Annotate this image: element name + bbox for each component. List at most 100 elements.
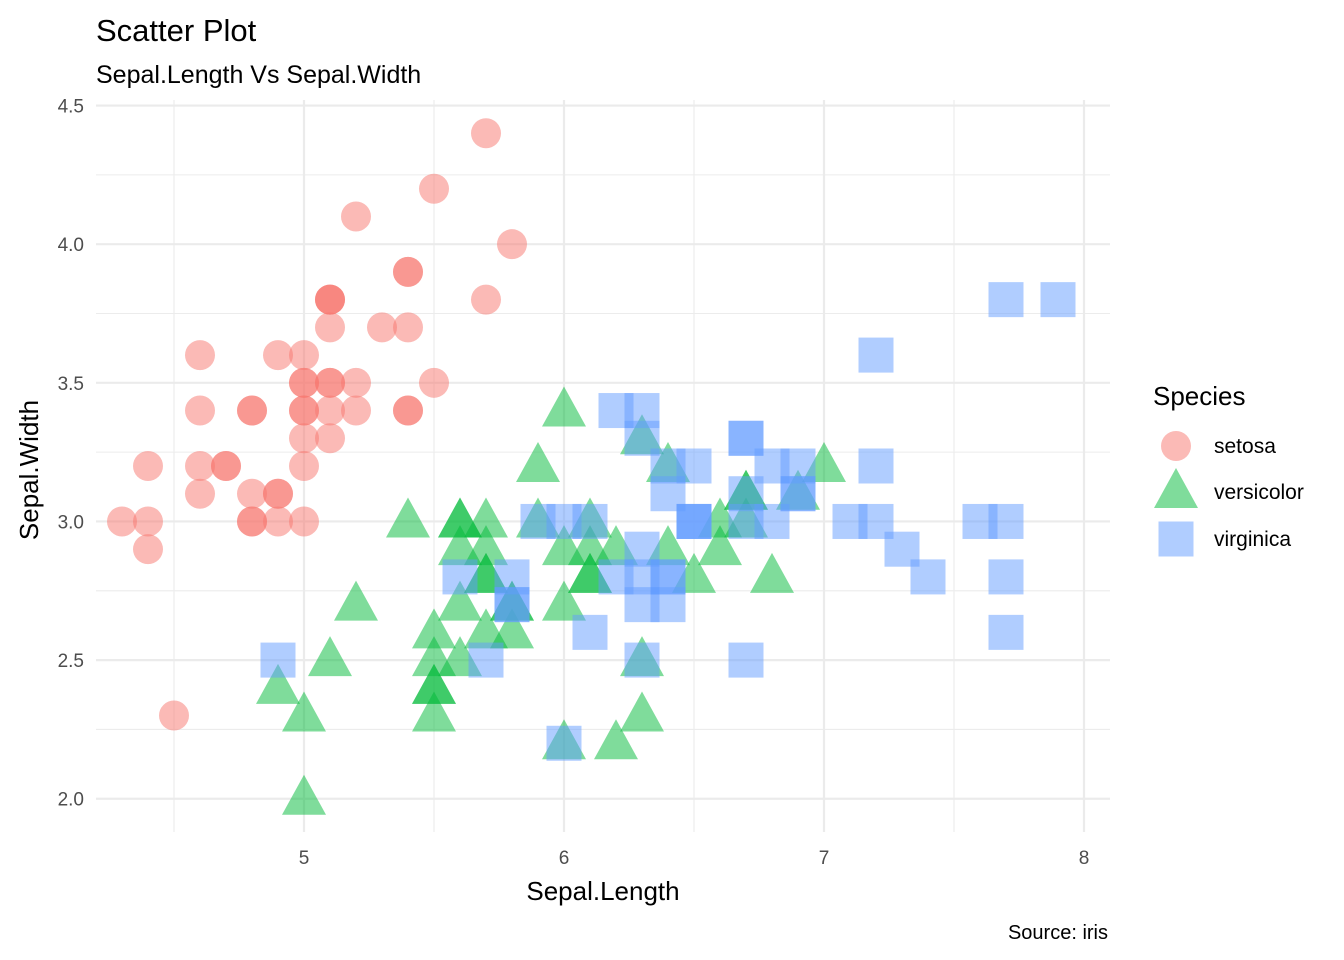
y-tick-label: 4.0 [58, 235, 84, 256]
data-point-setosa [185, 451, 215, 481]
data-point-setosa [315, 312, 345, 343]
data-point-setosa [289, 395, 319, 426]
data-point-versicolor [308, 636, 352, 677]
data-point-setosa [341, 367, 371, 398]
data-point-setosa [315, 423, 345, 454]
data-point-setosa [419, 367, 449, 398]
x-tick-label: 8 [1079, 848, 1090, 869]
legend-key-setosa [1161, 431, 1191, 461]
legend-key-virginica [1158, 521, 1194, 557]
y-axis-ticks: 2.0 2.5 3.0 3.5 4.0 4.5 [58, 97, 84, 811]
data-point-setosa [237, 395, 267, 426]
series-setosa [107, 118, 527, 731]
data-point-virginica [260, 642, 296, 678]
data-point-versicolor [412, 691, 456, 732]
legend-item-setosa: setosa [1161, 431, 1276, 461]
data-point-setosa [289, 340, 319, 371]
y-tick-label: 2.0 [58, 790, 84, 811]
data-point-versicolor [334, 580, 378, 621]
y-tick-label: 3.5 [58, 374, 84, 395]
data-point-setosa [393, 312, 423, 343]
data-point-virginica [598, 393, 634, 429]
data-point-virginica [1040, 282, 1076, 318]
legend-label: setosa [1214, 435, 1276, 458]
data-point-versicolor [282, 774, 326, 815]
data-point-virginica [728, 642, 764, 678]
data-point-virginica [624, 642, 660, 678]
data-point-setosa [367, 312, 397, 343]
grid-major [96, 100, 1110, 832]
data-point-versicolor [750, 552, 794, 593]
data-point-virginica [910, 559, 946, 595]
data-point-setosa [133, 506, 163, 537]
data-point-virginica [988, 282, 1024, 318]
legend-items: setosa versicolor virginica [1154, 431, 1304, 557]
data-point-versicolor [542, 580, 586, 621]
data-point-virginica [520, 503, 556, 539]
data-point-versicolor [620, 691, 664, 732]
data-point-versicolor [412, 663, 456, 704]
data-point-virginica [468, 642, 504, 678]
data-point-virginica [728, 503, 764, 539]
legend-key-versicolor [1154, 468, 1198, 508]
y-tick-label: 3.0 [58, 512, 84, 533]
x-tick-label: 5 [299, 848, 310, 869]
x-tick-label: 6 [559, 848, 570, 869]
data-point-setosa [289, 367, 319, 398]
x-axis-title: Sepal.Length [526, 876, 679, 906]
data-point-setosa [289, 506, 319, 537]
data-point-versicolor [594, 719, 638, 760]
data-point-virginica [858, 503, 894, 539]
data-point-setosa [107, 506, 137, 537]
data-point-versicolor [464, 525, 508, 566]
data-point-virginica [858, 337, 894, 373]
data-point-setosa [263, 506, 293, 537]
y-tick-label: 2.5 [58, 651, 84, 672]
data-point-setosa [419, 173, 449, 204]
data-point-versicolor [698, 525, 742, 566]
chart-title: Scatter Plot [96, 13, 257, 48]
legend-title: Species [1153, 381, 1246, 411]
data-point-setosa [185, 340, 215, 371]
points-layer [107, 118, 1076, 815]
data-point-virginica [988, 559, 1024, 595]
x-axis-ticks: 5 6 7 8 [299, 848, 1090, 869]
data-point-setosa [341, 395, 371, 426]
y-tick-label: 4.5 [58, 97, 84, 118]
data-point-versicolor [490, 608, 534, 649]
data-point-versicolor [438, 580, 482, 621]
data-point-versicolor [282, 691, 326, 732]
data-point-versicolor [464, 497, 508, 538]
data-point-virginica [988, 503, 1024, 539]
data-point-setosa [471, 118, 501, 149]
grid-minor [96, 100, 1110, 832]
data-point-setosa [237, 478, 267, 509]
data-point-setosa [289, 423, 319, 454]
data-point-versicolor [542, 525, 586, 566]
data-point-versicolor [412, 636, 456, 677]
data-point-versicolor [412, 608, 456, 649]
chart-caption: Source: iris [1008, 922, 1108, 944]
data-point-versicolor [256, 663, 300, 704]
data-point-versicolor [542, 386, 586, 427]
series-virginica [260, 282, 1076, 761]
data-point-virginica [624, 559, 660, 595]
chart-subtitle: Sepal.Length Vs Sepal.Width [96, 61, 421, 89]
data-point-versicolor [516, 442, 560, 482]
data-point-setosa [133, 534, 163, 565]
legend-label: versicolor [1214, 481, 1304, 504]
data-point-virginica [546, 725, 582, 761]
data-point-setosa [471, 284, 501, 315]
data-point-setosa [263, 340, 293, 371]
data-point-setosa [315, 284, 345, 315]
data-point-setosa [497, 229, 527, 260]
data-point-setosa [263, 478, 293, 509]
data-point-virginica [988, 614, 1024, 650]
data-point-setosa [237, 506, 267, 537]
data-point-virginica [858, 448, 894, 484]
data-point-setosa [315, 367, 345, 398]
x-tick-label: 7 [819, 848, 830, 869]
data-point-setosa [393, 256, 423, 287]
legend-label: virginica [1214, 528, 1291, 551]
